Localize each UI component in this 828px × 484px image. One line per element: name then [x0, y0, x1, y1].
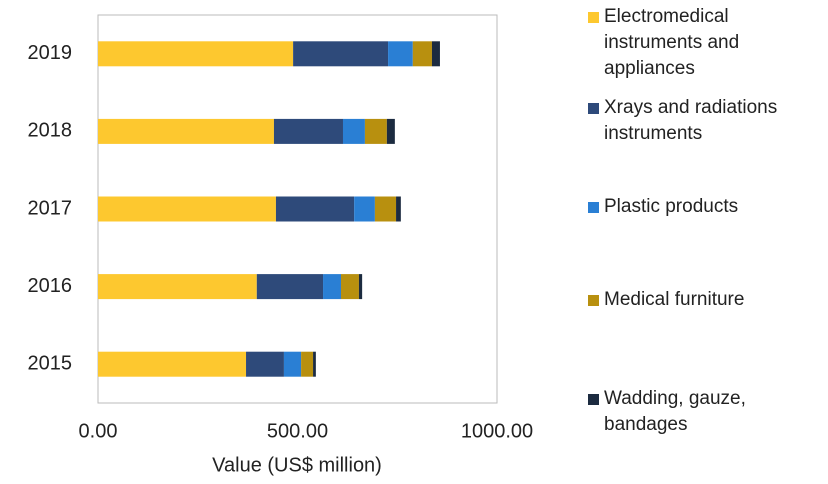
- bar-segment: [374, 196, 397, 222]
- bar-segment: [342, 118, 365, 144]
- bar-segment: [246, 351, 284, 377]
- bar-segment: [358, 274, 363, 300]
- bar-segment: [412, 41, 432, 67]
- bar-segment: [98, 41, 294, 67]
- legend-swatch: [588, 394, 599, 405]
- bar-segment: [431, 41, 440, 67]
- legend-label: Plastic products: [604, 196, 739, 217]
- legend-swatch: [588, 12, 599, 23]
- bar-segment: [301, 351, 314, 377]
- bar-segment: [98, 351, 247, 377]
- bar-segment: [283, 351, 302, 377]
- legend-item: Plastic products: [588, 194, 824, 220]
- x-tick-label: 0.00: [79, 420, 118, 442]
- legend-label: Medical furniture: [604, 289, 745, 310]
- bar-segment: [364, 118, 387, 144]
- bar-segment: [293, 41, 389, 67]
- legend-item: Electromedical instruments and appliance…: [588, 4, 824, 82]
- x-axis-title: Value (US$ million): [212, 454, 382, 476]
- y-tick-label: 2019: [28, 42, 73, 64]
- legend-label: Wadding, gauze, bandages: [604, 388, 746, 435]
- y-tick-label: 2018: [28, 120, 73, 142]
- bar-segment: [98, 196, 276, 222]
- bar-segment: [98, 118, 274, 144]
- legend-swatch: [588, 202, 599, 213]
- bar-segment: [388, 41, 413, 67]
- legend-label: Electromedical instruments and appliance…: [604, 6, 740, 79]
- x-tick-label: 1000.00: [461, 420, 533, 442]
- legend-swatch: [588, 103, 599, 114]
- bar-segment: [256, 274, 324, 300]
- bar-segment: [340, 274, 359, 300]
- legend-item: Xrays and radiations instruments: [588, 95, 824, 147]
- bar-segment: [323, 274, 341, 300]
- bar-segment: [386, 118, 395, 144]
- bar-segment: [275, 196, 355, 222]
- bar-segment: [273, 118, 343, 144]
- bar-segment: [354, 196, 375, 222]
- x-tick-label: 500.00: [267, 420, 328, 442]
- y-tick-label: 2017: [28, 197, 73, 219]
- bar-segment: [98, 274, 257, 300]
- legend-label: Xrays and radiations instruments: [604, 97, 778, 144]
- bar-segment: [396, 196, 401, 222]
- bar-segment: [313, 351, 316, 377]
- legend-swatch: [588, 295, 599, 306]
- y-tick-label: 2015: [28, 352, 73, 374]
- legend-item: Medical furniture: [588, 287, 824, 313]
- y-tick-label: 2016: [28, 275, 73, 297]
- legend-item: Wadding, gauze, bandages: [588, 386, 824, 438]
